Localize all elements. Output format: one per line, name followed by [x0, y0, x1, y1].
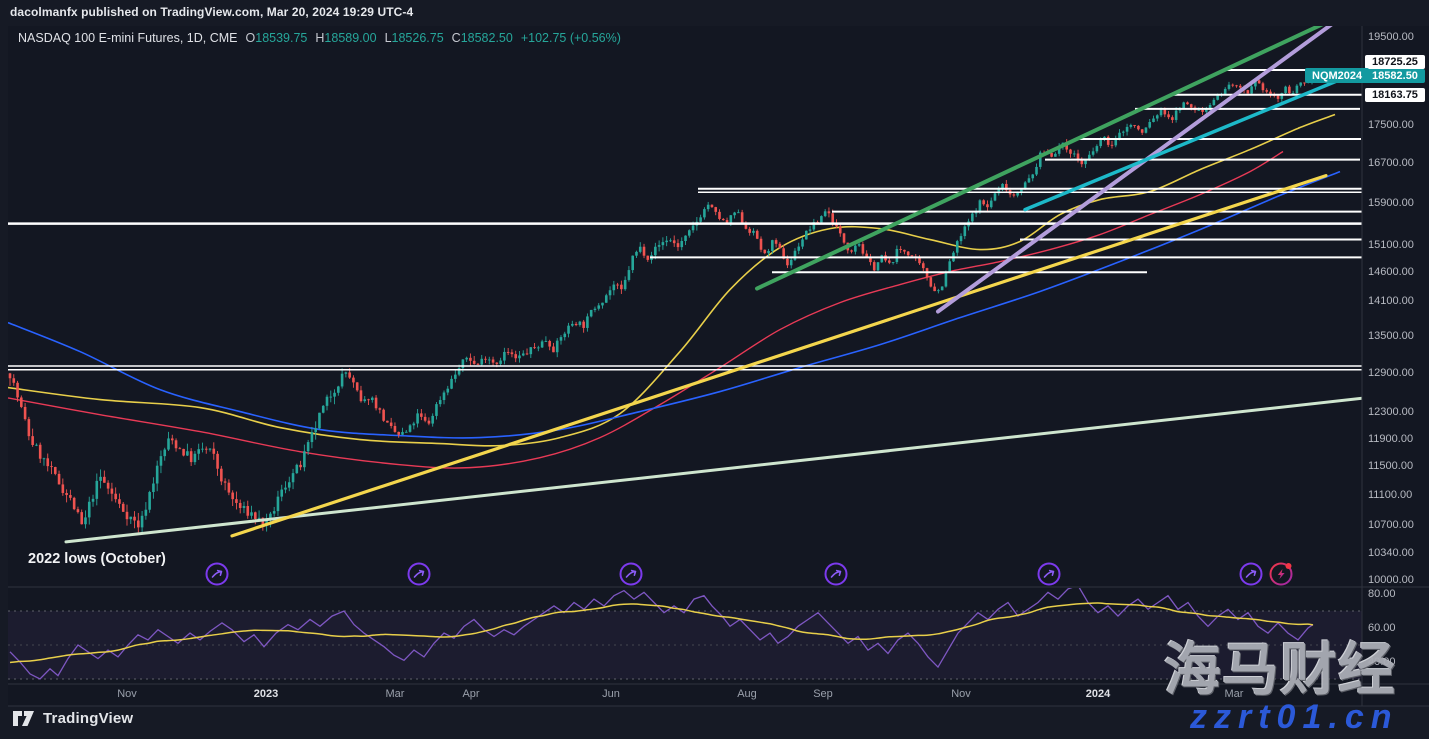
- price-tick-label: 14100.00: [1368, 294, 1414, 307]
- idea-marker-icon[interactable]: [205, 562, 229, 586]
- price-tick-label: 10000.00: [1368, 574, 1414, 586]
- time-scale[interactable]: Nov 2023 Mar Apr Jun Aug Sep Nov 2024 Mar: [8, 685, 1362, 706]
- time-tick-label: 2024: [1085, 688, 1111, 700]
- lows-annotation: 2022 lows (October): [28, 551, 166, 567]
- lightning-icon[interactable]: [1269, 562, 1293, 586]
- time-tick-label: Jun: [602, 688, 620, 700]
- price-panel: [8, 17, 1372, 544]
- time-tick-label: Apr: [462, 688, 480, 700]
- idea-marker-icon[interactable]: [407, 562, 431, 586]
- rsi-panel: [8, 588, 1362, 680]
- drawing-price-label: 18163.75: [1365, 88, 1425, 102]
- price-tick-label: 13500.00: [1368, 329, 1414, 342]
- time-tick-label: 2023: [253, 688, 279, 700]
- chart-legend[interactable]: NASDAQ 100 E-mini Futures, 1D, CME O18539…: [18, 31, 621, 45]
- footer-bar: TradingView: [12, 710, 133, 727]
- idea-marker-icon[interactable]: [1037, 562, 1061, 586]
- idea-marker-icon[interactable]: [824, 562, 848, 586]
- drawing-price-label: 18582.50: [1365, 69, 1425, 83]
- teal-trendline[interactable]: [1023, 66, 1372, 212]
- high-value: 18589.00: [324, 31, 377, 45]
- publish-info: dacolmanfx published on TradingView.com,…: [10, 5, 414, 19]
- ma-slow-blue: [8, 170, 1341, 439]
- horizontal-levels: [8, 68, 1362, 371]
- high-label: H: [315, 31, 325, 45]
- rsi-tick-label: 80.00: [1368, 588, 1396, 600]
- candles: [8, 75, 1314, 534]
- price-tick-label: 11500.00: [1368, 460, 1414, 473]
- time-tick-label: Mar: [1224, 688, 1244, 700]
- tradingview-brand-text[interactable]: TradingView: [43, 710, 134, 727]
- time-tick-label: Nov: [117, 688, 137, 700]
- price-tick-label: 11900.00: [1368, 432, 1414, 445]
- rsi-tick-label: 60.00: [1368, 622, 1396, 634]
- rsi-tick-label: 40.00: [1368, 656, 1396, 668]
- price-tick-label: 19500.00: [1368, 31, 1414, 43]
- ma-mid-red: [8, 150, 1284, 469]
- price-tick-label: 14600.00: [1368, 266, 1414, 279]
- rsi-line: [9, 588, 1314, 680]
- time-tick-label: Nov: [951, 688, 971, 700]
- low-value: 18526.75: [391, 31, 444, 45]
- price-scale[interactable]: 19500.00 17500.00 16700.00 15900.00 15100.00…: [1363, 26, 1429, 706]
- close-label: C: [451, 31, 461, 45]
- low-label: L: [384, 31, 392, 45]
- price-tick-label: 17500.00: [1368, 118, 1414, 131]
- price-tick-label: 12900.00: [1368, 366, 1414, 379]
- idea-marker-icon[interactable]: [1239, 562, 1263, 586]
- price-tick-label: 16700.00: [1368, 157, 1414, 170]
- open-label: O: [245, 31, 256, 45]
- time-tick-label: Mar: [385, 688, 405, 700]
- price-tick-label: 10340.00: [1368, 546, 1414, 559]
- close-value: 18582.50: [460, 31, 513, 45]
- change-value: +102.75 (+0.56%): [520, 31, 621, 45]
- yellow-trendline[interactable]: [230, 173, 1328, 538]
- price-tick-label: 15100.00: [1368, 238, 1414, 251]
- price-tick-label: 11100.00: [1368, 489, 1413, 502]
- price-tick-label: 15900.00: [1368, 196, 1414, 209]
- watermark-cjk: 海马财经: [1164, 638, 1396, 702]
- watermark-url: zzrt01.cn: [1190, 698, 1399, 736]
- open-value: 18539.75: [255, 31, 308, 45]
- time-tick-label: Aug: [737, 688, 757, 700]
- price-tick-label: 10700.00: [1368, 518, 1414, 531]
- rsi-ma-line: [9, 602, 1314, 664]
- tradingview-logo-icon[interactable]: [12, 710, 36, 727]
- time-tick-label: Sep: [813, 688, 833, 700]
- contract-tag: NQM2024: [1305, 68, 1370, 84]
- price-tick-label: 12300.00: [1368, 405, 1414, 418]
- symbol-title: NASDAQ 100 E-mini Futures, 1D, CME: [18, 31, 238, 45]
- idea-marker-icon[interactable]: [619, 562, 643, 586]
- drawing-price-label: 18725.25: [1365, 55, 1425, 69]
- green-trendline[interactable]: [755, 17, 1338, 291]
